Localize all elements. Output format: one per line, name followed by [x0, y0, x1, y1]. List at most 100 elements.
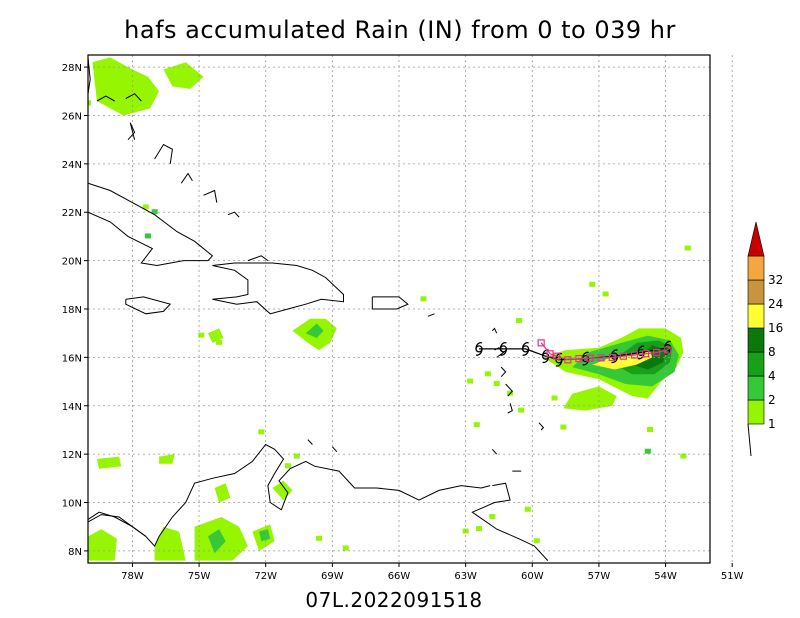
rain-cell-5: [420, 296, 427, 302]
rain-area-18: [208, 328, 224, 343]
rain-area-13: [92, 57, 160, 116]
hafs-track-point: [597, 354, 605, 362]
rain-cell-21: [680, 453, 687, 459]
colorbar-segment: [747, 351, 765, 377]
y-tick-label: 14N: [62, 402, 82, 413]
rain-cell-22: [560, 424, 567, 430]
rain-cell-17: [518, 407, 525, 413]
rain-cell-20: [644, 448, 651, 454]
x-tick-label: 78W: [121, 571, 144, 582]
coastline-20: [507, 403, 513, 414]
x-tick-label: 66W: [388, 571, 411, 582]
x-tick-label: 51W: [721, 571, 744, 582]
coastline-19: [505, 383, 513, 397]
x-tick-label: 60W: [521, 571, 544, 582]
coastline-13: [88, 443, 491, 547]
coastline-22: [491, 448, 498, 455]
y-tick-label: 22N: [62, 208, 82, 219]
colorbar-segment: [747, 375, 765, 401]
y-tick-label: 12N: [62, 450, 82, 461]
y-tick-label: 20N: [62, 257, 82, 268]
rain-area-9: [208, 529, 226, 554]
plot-frame: [87, 54, 711, 564]
rain-area-16: [159, 454, 175, 464]
colorbar-segment: [747, 399, 765, 425]
coastline-5: [180, 172, 193, 184]
rain-cell-27: [533, 538, 540, 544]
rain-cell-13: [493, 380, 500, 386]
colorbar-label: 4: [768, 369, 776, 383]
hafs-track-point: [653, 348, 661, 357]
rain-cell-31: [258, 429, 265, 435]
hafs-track-point: [630, 351, 639, 359]
rain-cell-30: [725, 504, 731, 509]
coastline-21: [538, 422, 545, 431]
coastline-16: [491, 327, 498, 334]
x-tick-label: 69W: [321, 571, 344, 582]
rain-area-12: [88, 529, 117, 561]
rain-cell-9: [589, 281, 596, 287]
colorbar-label: 32: [768, 273, 783, 287]
rain-cell-23: [489, 514, 496, 520]
x-tick-labels: 78W 75W 72W 69W 66W 63W 60W 57W 54W 51W: [121, 571, 744, 582]
coastline-11: [125, 296, 172, 315]
colorbar-segment: [747, 303, 765, 329]
observed-track-line: [479, 347, 668, 361]
coastline-14: [471, 482, 549, 561]
coastline-15: [88, 514, 147, 537]
x-tick-label: 63W: [454, 571, 477, 582]
colorbar-label: 16: [768, 321, 783, 335]
rain-cell-11: [684, 245, 691, 251]
rain-cell-15: [467, 378, 474, 384]
hafs-track-point: [619, 352, 627, 360]
rain-cell-16: [551, 395, 558, 401]
rain-layer: [88, 57, 731, 561]
rain-area-6: [305, 323, 324, 338]
coastline-26: [332, 446, 338, 453]
hafs-track-point: [564, 356, 572, 364]
hafs-track-point: [537, 339, 545, 347]
coastline-3: [127, 122, 136, 141]
rain-cell-32: [284, 463, 291, 469]
hafs-track-point: [546, 350, 554, 358]
chart-title: hafs accumulated Rain (IN) from 0 to 039…: [124, 16, 676, 44]
y-tick-label: 18N: [62, 305, 82, 316]
coastline-7: [227, 211, 240, 218]
x-tick-label: 75W: [188, 571, 211, 582]
coastline-1: [96, 95, 115, 102]
rain-cell-26: [524, 506, 531, 512]
hafs-track-point: [586, 354, 594, 362]
rain-cell-3: [151, 209, 158, 215]
observed-track-hurricane-symbol: [475, 342, 483, 356]
coastline-10: [212, 262, 344, 315]
rain-cell-6: [198, 332, 205, 338]
colorbar-label: 8: [768, 345, 776, 359]
gridlines: [84, 55, 733, 567]
y-tick-label: 8N: [68, 547, 82, 558]
y-tick-labels: 8N 10N 12N 14N 16N 18N 20N 22N 24N 26N 28N: [62, 63, 82, 558]
coastline-9: [88, 182, 214, 267]
y-tick-label: 24N: [62, 160, 82, 171]
x-tick-label: 57W: [588, 571, 611, 582]
rain-cell-28: [316, 535, 323, 541]
rain-area-7: [154, 526, 186, 561]
y-tick-label: 10N: [62, 499, 82, 510]
rain-area-20: [214, 483, 231, 503]
coastline-2: [125, 93, 142, 102]
hafs-track-point: [664, 346, 672, 354]
colorbar-max-arrow: [747, 221, 765, 257]
colorbar-min-arrow: [747, 423, 752, 457]
colorbar-label: 24: [768, 297, 783, 311]
hafs-track-point: [553, 352, 561, 360]
observed-track-hurricane-symbol: [521, 342, 530, 356]
rain-area-14: [163, 62, 204, 89]
rain-cell-19: [647, 426, 654, 432]
coastline-0: [88, 57, 91, 94]
rain-cell-7: [216, 339, 223, 345]
rain-cell-33: [293, 453, 300, 459]
storm-id-label: 07L.2022091518: [0, 588, 800, 612]
hafs-track-point: [608, 353, 616, 361]
coastline-18: [500, 366, 507, 378]
